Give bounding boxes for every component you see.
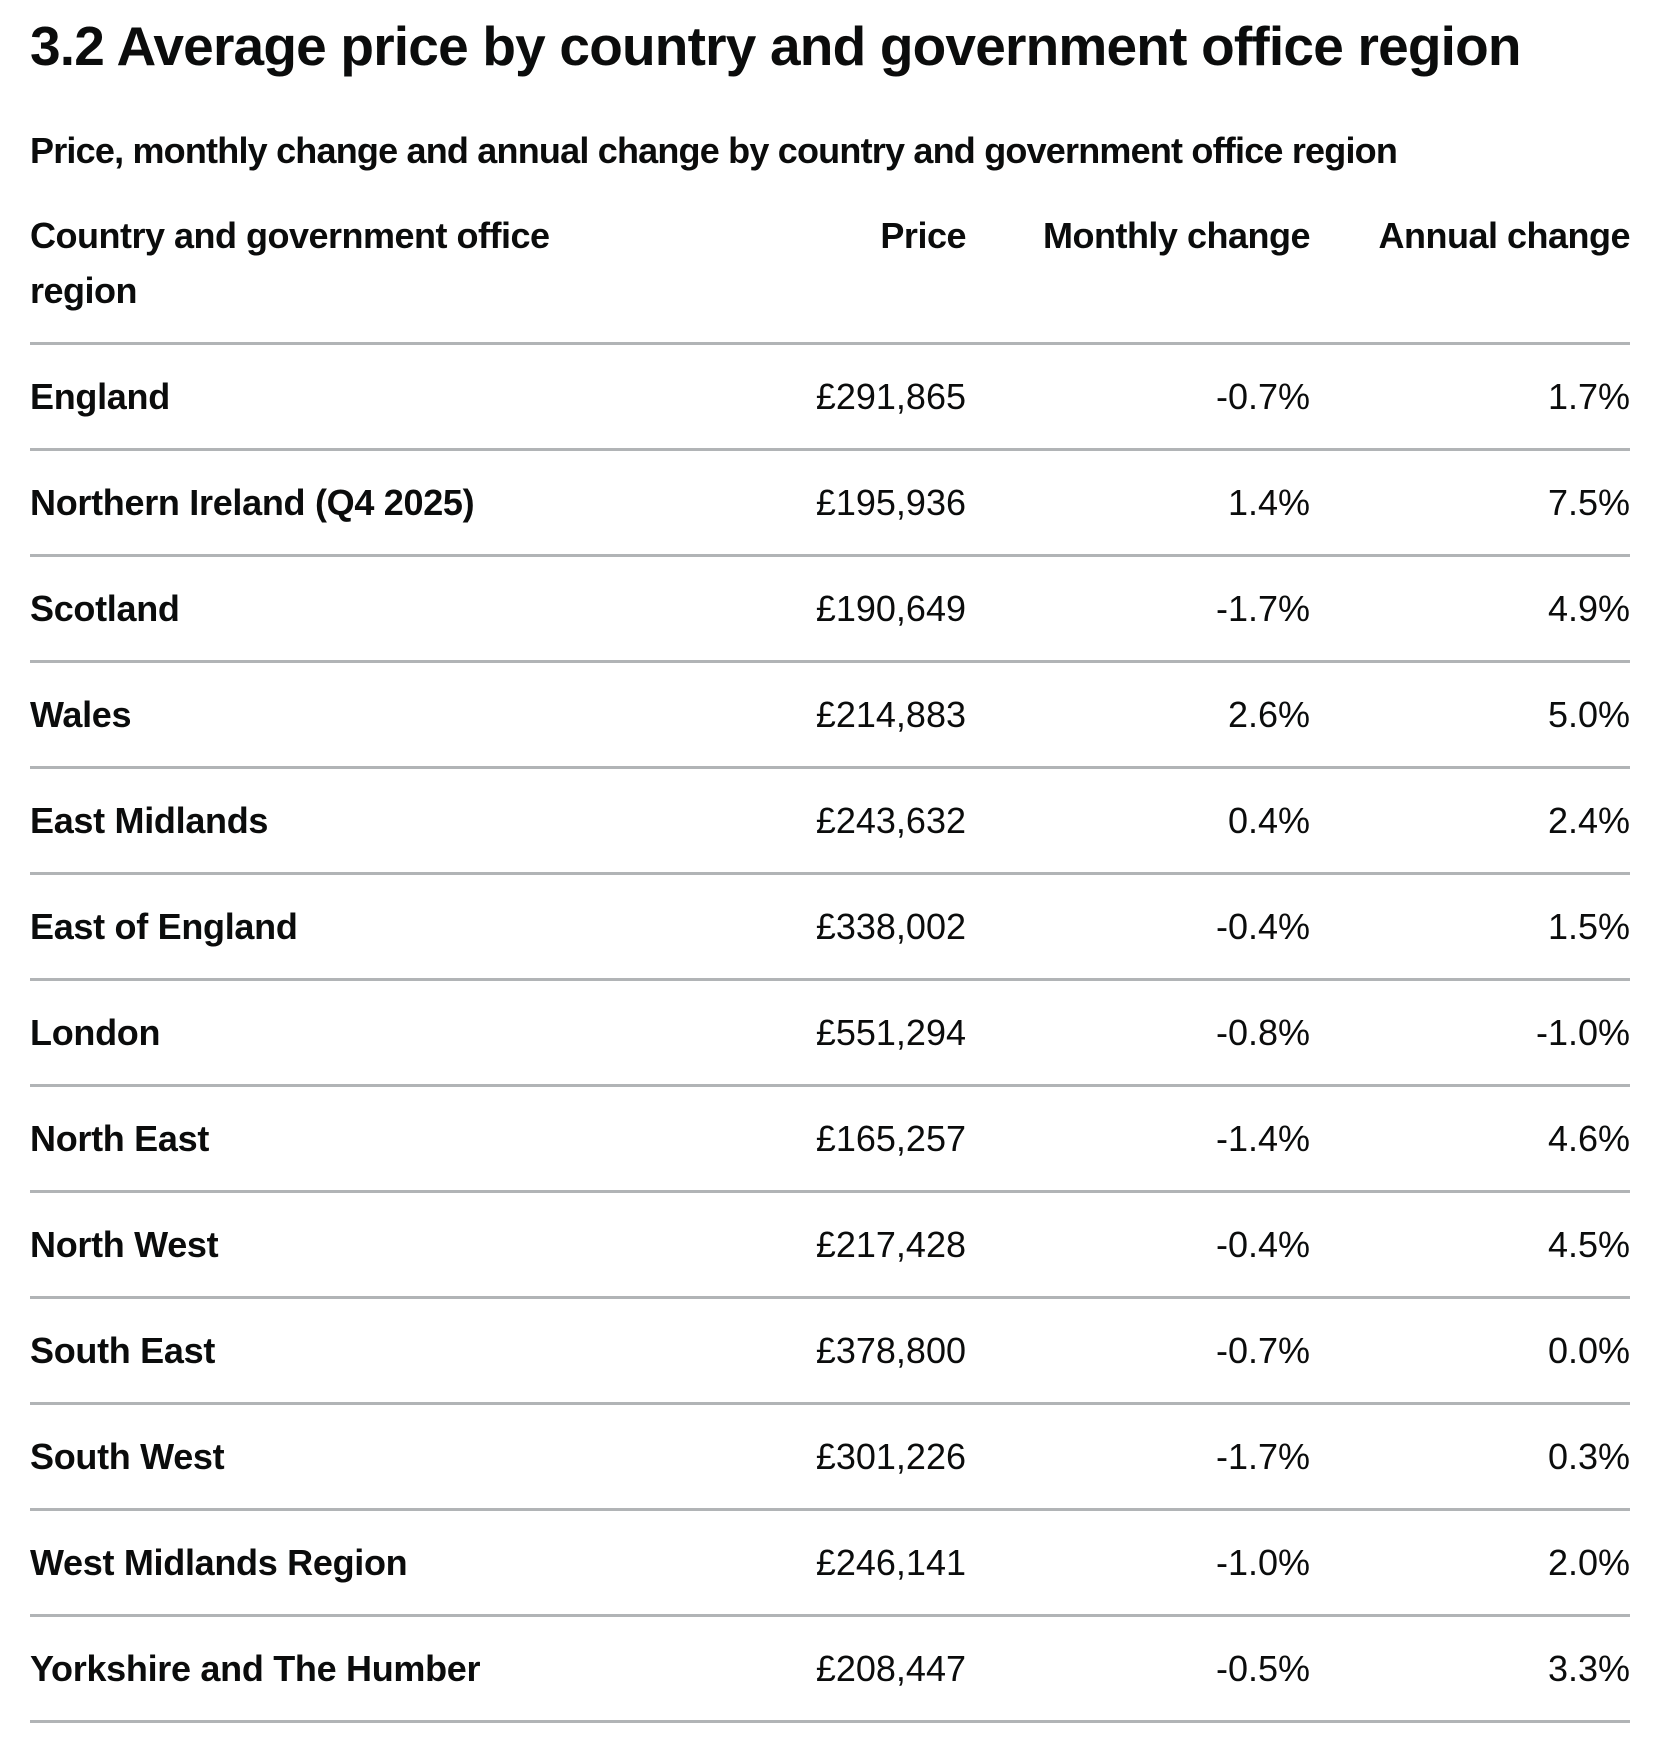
- table-row: England £291,865 -0.7% 1.7%: [30, 343, 1630, 451]
- table-row: East Midlands £243,632 0.4% 2.4%: [30, 767, 1630, 875]
- annual-change-cell: 3.3%: [1310, 1615, 1630, 1723]
- monthly-change-cell: -1.7%: [966, 1403, 1310, 1511]
- column-header-price: Price: [630, 208, 967, 345]
- price-cell: £217,428: [630, 1191, 966, 1299]
- region-cell: South East: [30, 1297, 630, 1405]
- column-header-annual-change: Annual change: [1310, 208, 1631, 345]
- annual-change-cell: 0.3%: [1310, 1403, 1630, 1511]
- table-row: Yorkshire and The Humber £208,447 -0.5% 3.3…: [30, 1615, 1630, 1723]
- monthly-change-cell: 2.6%: [966, 661, 1310, 769]
- annual-change-cell: 5.0%: [1310, 661, 1630, 769]
- region-cell: North East: [30, 1085, 630, 1193]
- annual-change-cell: 7.5%: [1310, 449, 1630, 557]
- monthly-change-cell: -0.7%: [966, 343, 1310, 451]
- price-cell: £291,865: [630, 343, 966, 451]
- monthly-change-cell: 0.4%: [966, 767, 1310, 875]
- table-row: Wales £214,883 2.6% 5.0%: [30, 661, 1630, 769]
- table-row: South East £378,800 -0.7% 0.0%: [30, 1297, 1630, 1405]
- price-cell: £378,800: [630, 1297, 966, 1405]
- region-cell: East Midlands: [30, 767, 630, 875]
- monthly-change-cell: -1.7%: [966, 555, 1310, 663]
- region-cell: Scotland: [30, 555, 630, 663]
- price-cell: £208,447: [630, 1615, 966, 1723]
- table-row: South West £301,226 -1.7% 0.3%: [30, 1403, 1630, 1511]
- table-header-row: Country and government office region Pri…: [30, 208, 1631, 345]
- price-cell: £246,141: [630, 1509, 966, 1617]
- table-row: London £551,294 -0.8% -1.0%: [30, 979, 1630, 1087]
- annual-change-cell: 4.5%: [1310, 1191, 1630, 1299]
- monthly-change-cell: -0.7%: [966, 1297, 1310, 1405]
- region-cell: West Midlands Region: [30, 1509, 630, 1617]
- price-cell: £243,632: [630, 767, 966, 875]
- region-cell: Northern Ireland (Q4 2025): [30, 449, 630, 557]
- page-title: 3.2 Average price by country and governm…: [30, 15, 1522, 77]
- region-cell: North West: [30, 1191, 630, 1299]
- region-cell: London: [30, 979, 630, 1087]
- monthly-change-cell: -0.4%: [966, 873, 1310, 981]
- annual-change-cell: 0.0%: [1310, 1297, 1630, 1405]
- table-row: North East £165,257 -1.4% 4.6%: [30, 1085, 1630, 1193]
- table-row: Northern Ireland (Q4 2025) £195,936 1.4% 7.…: [30, 449, 1630, 557]
- table-row: North West £217,428 -0.4% 4.5%: [30, 1191, 1630, 1299]
- table-caption: Price, monthly change and annual change …: [30, 130, 1398, 171]
- column-header-monthly-change: Monthly change: [966, 208, 1311, 345]
- table-row: East of England £338,002 -0.4% 1.5%: [30, 873, 1630, 981]
- price-table: Country and government office region Pri…: [30, 208, 1631, 1723]
- region-cell: Wales: [30, 661, 630, 769]
- annual-change-cell: 1.7%: [1310, 343, 1630, 451]
- monthly-change-cell: 1.4%: [966, 449, 1310, 557]
- price-cell: £195,936: [630, 449, 966, 557]
- monthly-change-cell: -0.5%: [966, 1615, 1310, 1723]
- annual-change-cell: 2.4%: [1310, 767, 1630, 875]
- annual-change-cell: 2.0%: [1310, 1509, 1630, 1617]
- price-cell: £190,649: [630, 555, 966, 663]
- price-cell: £301,226: [630, 1403, 966, 1511]
- table-row: West Midlands Region £246,141 -1.0% 2.0%: [30, 1509, 1630, 1617]
- table-row: Scotland £190,649 -1.7% 4.9%: [30, 555, 1630, 663]
- price-cell: £165,257: [630, 1085, 966, 1193]
- region-cell: Yorkshire and The Humber: [30, 1615, 630, 1723]
- monthly-change-cell: -0.4%: [966, 1191, 1310, 1299]
- region-cell: East of England: [30, 873, 630, 981]
- column-header-region: Country and government office region: [30, 208, 630, 345]
- monthly-change-cell: -1.4%: [966, 1085, 1310, 1193]
- region-cell: South West: [30, 1403, 630, 1511]
- annual-change-cell: 4.6%: [1310, 1085, 1630, 1193]
- price-cell: £214,883: [630, 661, 966, 769]
- region-cell: England: [30, 343, 630, 451]
- monthly-change-cell: -1.0%: [966, 1509, 1310, 1617]
- monthly-change-cell: -0.8%: [966, 979, 1310, 1087]
- price-cell: £338,002: [630, 873, 966, 981]
- price-cell: £551,294: [630, 979, 966, 1087]
- annual-change-cell: 4.9%: [1310, 555, 1630, 663]
- annual-change-cell: -1.0%: [1310, 979, 1630, 1087]
- annual-change-cell: 1.5%: [1310, 873, 1630, 981]
